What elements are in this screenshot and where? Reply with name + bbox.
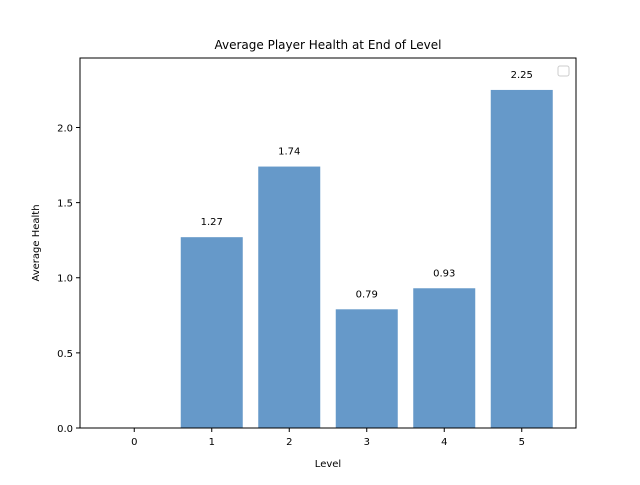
- y-tick-label: 1.5: [57, 199, 73, 210]
- x-tick-label: 4: [441, 437, 447, 448]
- bar-level-5: [490, 89, 553, 429]
- x-tick-label: 5: [519, 437, 525, 448]
- y-tick-label: 1.0: [57, 274, 73, 285]
- y-tick-label: 0.0: [57, 424, 73, 435]
- bar-value-label: 0.79: [356, 289, 378, 300]
- bar-value-label: 2.25: [511, 70, 533, 81]
- bar-labels-layer: 1.27 1.74 0.79 0.93 2.25: [201, 70, 533, 300]
- x-axis-label: Level: [315, 459, 341, 470]
- plot-frame: [79, 57, 577, 429]
- x-axis: 0 1 2 3 4 5: [131, 428, 525, 448]
- x-tick-label: 0: [131, 437, 137, 448]
- bar-value-label: 1.74: [278, 147, 300, 158]
- bar-level-1: [180, 237, 243, 428]
- bar-level-2: [258, 166, 321, 428]
- bars-layer: [180, 89, 553, 429]
- x-tick-label: 1: [209, 437, 215, 448]
- bar-value-label: 0.93: [433, 268, 455, 279]
- bar-value-label: 1.27: [201, 217, 223, 228]
- x-tick-label: 2: [286, 437, 292, 448]
- y-tick-label: 0.5: [57, 349, 73, 360]
- y-axis-label: Average Health: [31, 204, 42, 281]
- y-axis: 0.0 0.5 1.0 1.5 2.0: [57, 123, 80, 435]
- bar-level-3: [335, 309, 398, 428]
- x-tick-label: 3: [364, 437, 370, 448]
- chart-title: Average Player Health at End of Level: [214, 38, 441, 52]
- bar-level-4: [413, 288, 476, 428]
- y-tick-label: 2.0: [57, 123, 73, 134]
- legend-box: [557, 65, 570, 77]
